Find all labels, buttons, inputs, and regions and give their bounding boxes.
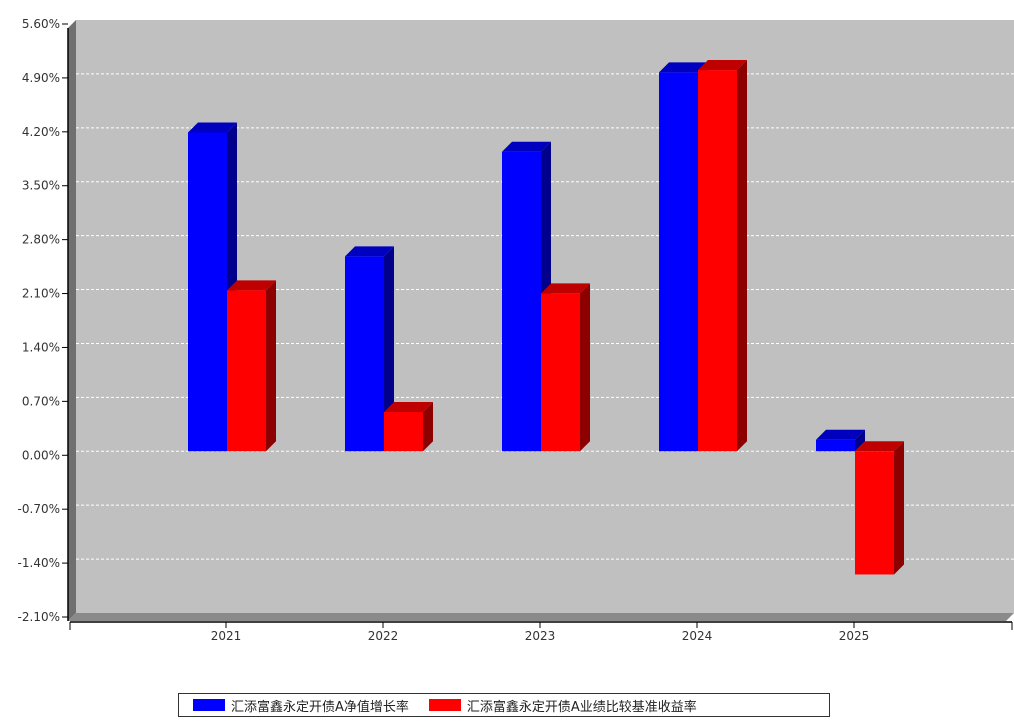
bar-series-1	[659, 72, 698, 452]
y-tick-label: 4.90%	[22, 71, 60, 85]
bar-series-2	[855, 451, 894, 575]
bar-side-2	[894, 441, 904, 575]
bar-side-2	[266, 280, 276, 452]
y-tick-label: 2.10%	[22, 287, 60, 301]
bar-series-1	[502, 151, 541, 452]
legend-item-series-2: 汇添富鑫永定开债A业绩比较基准收益率	[428, 696, 697, 715]
bar-side-1	[384, 246, 394, 452]
y-tick-label: 1.40%	[22, 340, 60, 354]
bar-top-2	[855, 441, 904, 452]
x-tick-label: 2022	[368, 629, 399, 643]
bar-top-1	[816, 429, 865, 440]
bar-series-2	[541, 293, 580, 452]
bar-series-2	[384, 411, 423, 452]
legend-label-series-2: 汇添富鑫永定开债A业绩比较基准收益率	[466, 699, 697, 715]
bar-side-2	[737, 60, 747, 452]
bar-chart: 5.60% 4.90% 4.20% 3.50% 2.80% 2.10% 1.40% 0.70%…	[18, 17, 1014, 643]
y-tick-label: 0.70%	[22, 394, 60, 408]
plot-floor	[68, 613, 1014, 621]
legend-swatch-series-1	[193, 699, 225, 711]
y-tick-label: 3.50%	[22, 179, 60, 193]
y-tick-label: 2.80%	[22, 233, 60, 247]
y-tick-label: 4.20%	[22, 125, 60, 139]
legend-label-series-1: 汇添富鑫永定开债A净值增长率	[231, 699, 409, 715]
legend-swatch-series-2	[428, 699, 461, 711]
bar-series-2	[698, 70, 737, 452]
bar-side-1	[855, 429, 865, 452]
bar-series-2	[227, 290, 266, 452]
bar-top-1	[188, 122, 237, 133]
x-tick-label: 2021	[211, 629, 242, 643]
plot-side-wall	[68, 20, 76, 621]
bar-top-2	[227, 280, 276, 291]
y-tick-label: -0.70%	[18, 502, 60, 516]
bar-top-1	[345, 246, 394, 257]
bar-side-2	[580, 283, 590, 452]
x-tick-label: 2025	[839, 629, 870, 643]
bar-top-2	[698, 60, 747, 71]
y-tick-label: 0.00%	[22, 448, 60, 462]
bar-top-2	[384, 401, 433, 412]
x-tick-label: 2023	[525, 629, 556, 643]
bar-series-1	[188, 132, 227, 452]
bar-side-2	[423, 401, 433, 452]
bar-top-1	[659, 62, 708, 73]
legend-item-series-1: 汇添富鑫永定开债A净值增长率	[193, 696, 409, 715]
bar-series-1	[345, 256, 384, 452]
bar-series-1	[816, 439, 855, 452]
x-tick-label: 2024	[682, 629, 713, 643]
y-tick-label: -1.40%	[18, 556, 60, 570]
y-tick-label: 5.60%	[22, 17, 60, 31]
legend: 汇添富鑫永定开债A净值增长率 汇添富鑫永定开债A业绩比较基准收益率	[178, 693, 830, 717]
bar-top-1	[502, 141, 551, 152]
bar-top-2	[541, 283, 590, 294]
y-tick-label: -2.10%	[18, 610, 60, 624]
